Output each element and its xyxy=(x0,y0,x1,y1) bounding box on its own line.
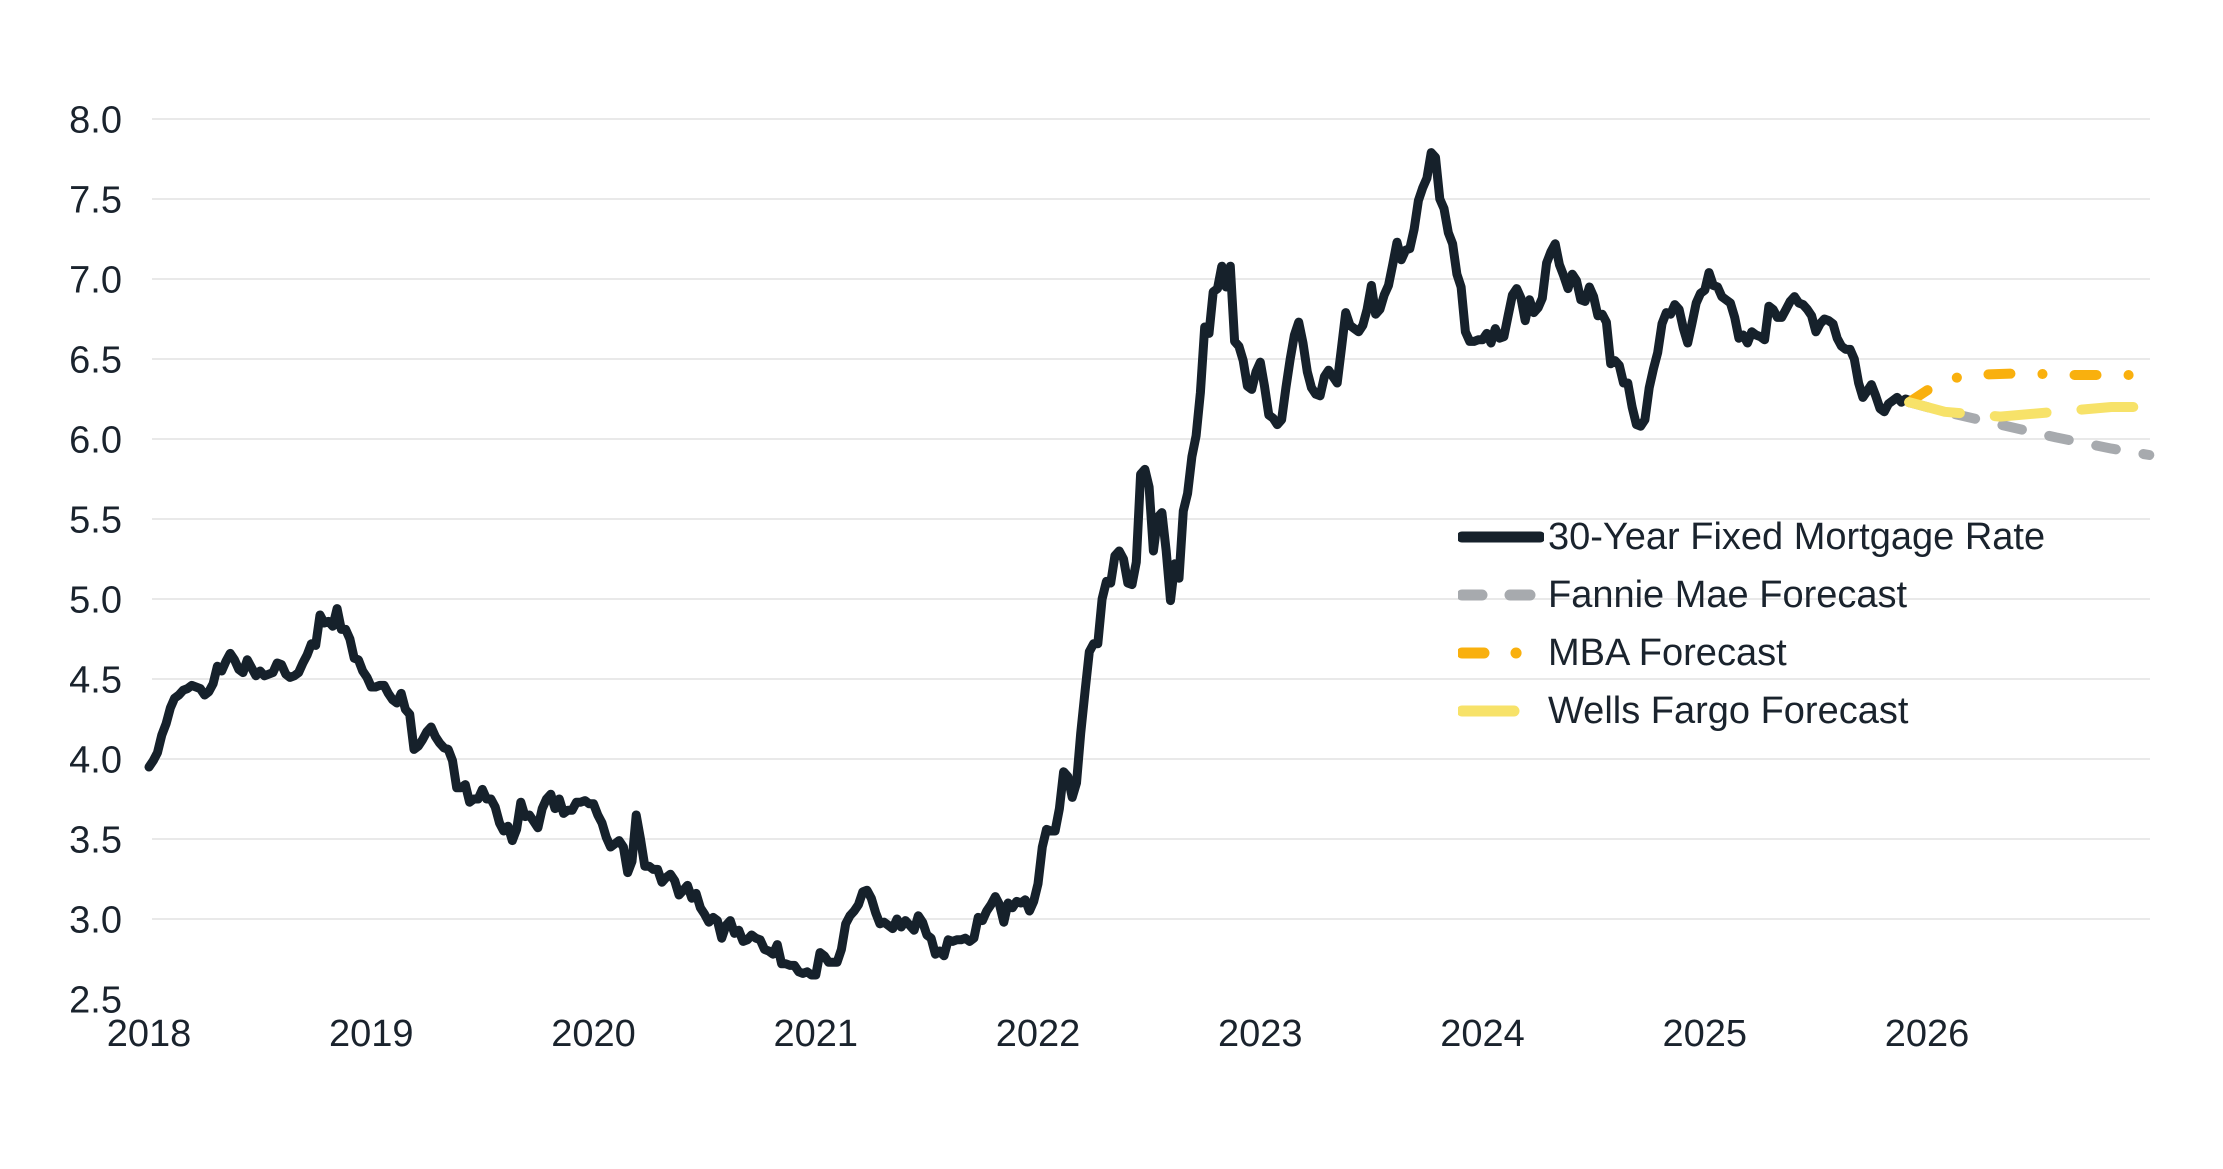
y-tick-label: 7.5 xyxy=(69,180,122,222)
series-lines xyxy=(144,148,2155,980)
x-tick-label: 2019 xyxy=(329,1013,414,1055)
y-tick-label: 6.0 xyxy=(69,420,122,462)
legend-label-actual: 30-Year Fixed Mortgage Rate xyxy=(1548,515,2046,558)
y-tick-label: 6.5 xyxy=(69,340,122,382)
x-tick-label: 2021 xyxy=(773,1013,858,1055)
y-tick-label: 8.0 xyxy=(69,100,122,142)
legend: 30-Year Fixed Mortgage Rate Fannie Mae F… xyxy=(1458,508,2045,740)
y-tick-label: 4.0 xyxy=(69,740,122,782)
fannie-mae-line-swatch-icon xyxy=(1458,589,1544,601)
legend-item-actual: 30-Year Fixed Mortgage Rate xyxy=(1458,508,2045,566)
x-tick-label: 2020 xyxy=(551,1013,636,1055)
x-tick-label: 2023 xyxy=(1218,1013,1303,1055)
x-tick-label: 2025 xyxy=(1662,1013,1747,1055)
series-line-fannie-mae-forecast xyxy=(1904,397,2155,460)
legend-label-fannie-mae: Fannie Mae Forecast xyxy=(1548,573,1908,616)
legend-item-wells-fargo: Wells Fargo Forecast xyxy=(1458,682,2045,740)
y-tick-label: 7.0 xyxy=(69,260,122,302)
mba-line-swatch-icon xyxy=(1458,647,1544,659)
x-tick-label: 2018 xyxy=(107,1013,192,1055)
y-axis-tick-labels: 8.0 7.5 7.0 6.5 6.0 5.5 5.0 4.5 4.0 3.5 3.0 2.5 xyxy=(69,100,122,1022)
x-tick-label: 2022 xyxy=(996,1013,1081,1055)
series-line-wells-fargo-forecast xyxy=(1904,397,2155,422)
legend-item-fannie-mae: Fannie Mae Forecast xyxy=(1458,566,2045,624)
y-tick-label: 3.5 xyxy=(69,820,122,862)
y-tick-label: 2.5 xyxy=(69,980,122,1022)
legend-item-mba: MBA Forecast xyxy=(1458,624,2045,682)
x-tick-label: 2026 xyxy=(1885,1013,1970,1055)
y-tick-label: 4.5 xyxy=(69,660,122,702)
y-tick-label: 5.0 xyxy=(69,580,122,622)
series-line-30-year-fixed-mortgage-rate xyxy=(144,148,1915,980)
actual-line-swatch-icon xyxy=(1458,531,1544,543)
y-tick-label: 3.0 xyxy=(69,900,122,942)
x-tick-label: 2024 xyxy=(1440,1013,1525,1055)
x-axis-tick-labels: 2018 2019 2020 2021 2022 2023 2024 2025 2026 xyxy=(107,1013,1970,1055)
legend-label-wells-fargo: Wells Fargo Forecast xyxy=(1548,689,1909,732)
legend-label-mba: MBA Forecast xyxy=(1548,631,1787,674)
y-tick-label: 5.5 xyxy=(69,500,122,542)
wells-fargo-line-swatch-icon xyxy=(1458,705,1544,717)
series-line-mba-forecast xyxy=(1904,368,2155,408)
